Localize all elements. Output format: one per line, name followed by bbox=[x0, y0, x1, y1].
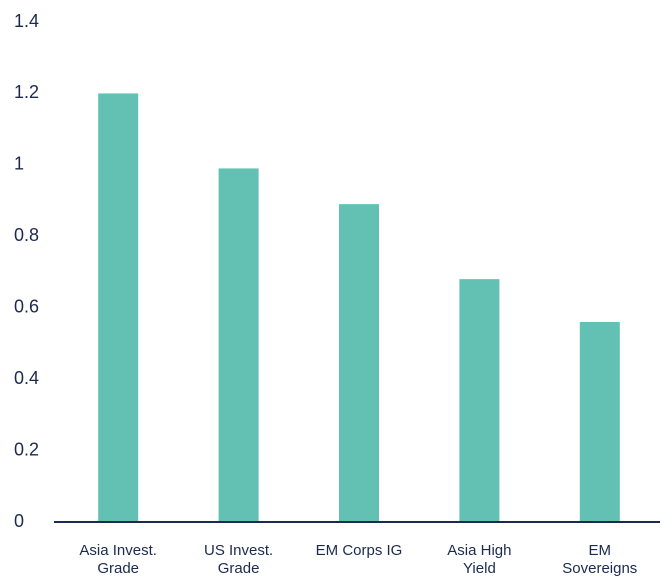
x-tick-label: US Invest. Grade bbox=[203, 542, 274, 577]
y-tick-label: 0.2 bbox=[14, 439, 39, 459]
bar bbox=[459, 279, 500, 522]
x-tick-label: Asia Invest. Grade bbox=[79, 542, 157, 577]
y-tick-label: 1.4 bbox=[14, 11, 39, 31]
y-tick-label: 1 bbox=[14, 154, 24, 174]
bar bbox=[339, 204, 379, 522]
bar bbox=[98, 93, 139, 522]
y-tick-label: 0.6 bbox=[14, 296, 39, 316]
x-tick-label: EM Sovereigns bbox=[562, 542, 638, 577]
x-tick-label: EM Corps IG bbox=[315, 542, 403, 559]
y-tick-label: 0 bbox=[14, 511, 24, 531]
y-tick-label: 0.8 bbox=[14, 225, 39, 245]
x-tick-label: Asia High Yield bbox=[447, 542, 512, 577]
y-tick-label: 0.4 bbox=[14, 368, 39, 388]
y-tick-label: 1.2 bbox=[14, 82, 39, 102]
bar bbox=[218, 168, 259, 522]
bar bbox=[579, 322, 620, 522]
